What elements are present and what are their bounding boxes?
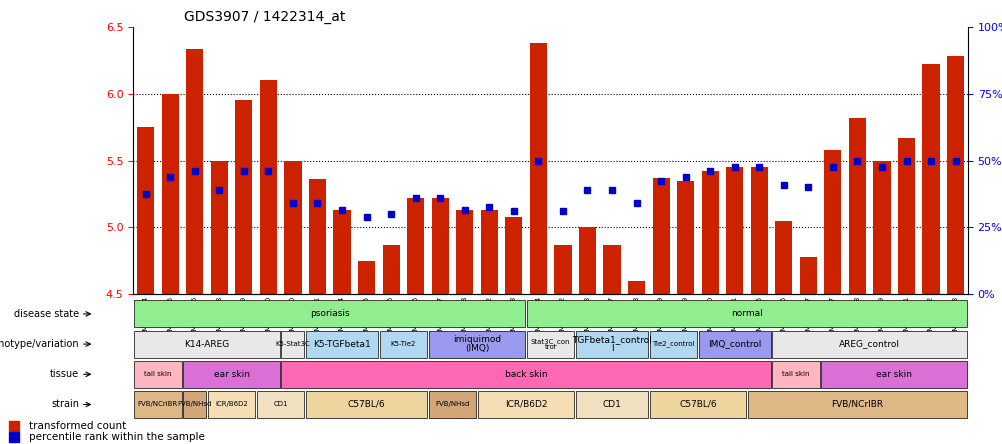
Bar	[575, 391, 647, 418]
Bar	[456, 210, 473, 294]
Text: tissue: tissue	[50, 369, 79, 379]
Bar	[775, 221, 792, 294]
Bar	[749, 167, 768, 294]
Bar	[207, 391, 256, 418]
Bar	[922, 64, 939, 294]
Bar	[257, 391, 305, 418]
Bar	[698, 330, 771, 358]
Text: CD1: CD1	[274, 401, 288, 408]
Text: FVB/NHsd: FVB/NHsd	[435, 401, 469, 408]
Bar	[306, 391, 427, 418]
Bar	[235, 100, 253, 294]
Text: FVB/NCrIBR: FVB/NCrIBR	[137, 401, 178, 408]
Bar	[526, 330, 574, 358]
Bar	[306, 330, 378, 358]
Bar	[134, 361, 181, 388]
Text: tail skin: tail skin	[144, 371, 171, 377]
Bar	[725, 167, 742, 294]
Text: FVB/NCrIBR: FVB/NCrIBR	[831, 400, 883, 409]
Bar	[161, 94, 178, 294]
Bar	[134, 330, 280, 358]
Bar	[282, 330, 305, 358]
Text: K5-TGFbeta1: K5-TGFbeta1	[313, 340, 371, 349]
Text: normal: normal	[730, 309, 763, 318]
Text: percentile rank within the sample: percentile rank within the sample	[29, 432, 204, 442]
Bar	[554, 245, 571, 294]
Bar	[700, 171, 718, 294]
Bar	[137, 127, 154, 294]
Bar	[333, 210, 351, 294]
Text: Stat3C_con
trol: Stat3C_con trol	[530, 338, 570, 350]
Bar	[897, 138, 914, 294]
Bar	[134, 391, 181, 418]
Text: IMQ_control: IMQ_control	[707, 340, 761, 349]
Text: AREG_control: AREG_control	[839, 340, 900, 349]
Bar	[848, 118, 865, 294]
Bar	[526, 300, 966, 328]
Text: TGFbeta1_control
l: TGFbeta1_control l	[571, 336, 651, 353]
Text: imiquimod
(IMQ): imiquimod (IMQ)	[453, 336, 501, 353]
Bar	[431, 198, 448, 294]
Text: psoriasis: psoriasis	[310, 309, 350, 318]
Text: FVB/NHsd: FVB/NHsd	[177, 401, 211, 408]
Bar	[505, 217, 522, 294]
Bar	[309, 179, 326, 294]
Text: C57BL/6: C57BL/6	[678, 400, 716, 409]
Bar	[529, 43, 546, 294]
Bar	[260, 80, 277, 294]
Text: tail skin: tail skin	[782, 371, 809, 377]
Bar	[824, 150, 841, 294]
Bar	[746, 391, 966, 418]
Bar	[603, 245, 620, 294]
Bar	[652, 178, 669, 294]
Text: GDS3907 / 1422314_at: GDS3907 / 1422314_at	[183, 10, 345, 24]
Bar	[772, 361, 819, 388]
Bar	[873, 161, 890, 294]
Text: C57BL/6: C57BL/6	[348, 400, 385, 409]
Text: strain: strain	[51, 400, 79, 409]
Text: ear skin: ear skin	[213, 370, 249, 379]
Text: K5-Stat3C: K5-Stat3C	[276, 341, 310, 347]
Bar	[946, 56, 963, 294]
Bar	[183, 361, 280, 388]
Text: K5-Tie2: K5-Tie2	[391, 341, 416, 347]
Bar	[676, 181, 693, 294]
Text: K14-AREG: K14-AREG	[184, 340, 229, 349]
Bar	[134, 300, 525, 328]
Text: CD1: CD1	[602, 400, 621, 409]
Bar	[282, 361, 771, 388]
Bar	[799, 257, 817, 294]
Bar	[477, 391, 574, 418]
Bar	[578, 227, 595, 294]
Bar	[772, 330, 966, 358]
Bar	[480, 210, 497, 294]
Bar	[821, 361, 966, 388]
Text: Tie2_control: Tie2_control	[651, 341, 694, 348]
Bar	[210, 161, 227, 294]
Text: genotype/variation: genotype/variation	[0, 339, 79, 349]
Text: transformed count: transformed count	[29, 421, 126, 432]
Bar	[627, 281, 644, 294]
Text: back skin: back skin	[504, 370, 547, 379]
Bar	[379, 330, 427, 358]
Text: ear skin: ear skin	[876, 370, 912, 379]
Bar	[358, 261, 375, 294]
Text: ICR/B6D2: ICR/B6D2	[504, 400, 547, 409]
Bar	[183, 391, 206, 418]
Bar	[284, 161, 302, 294]
Bar	[575, 330, 647, 358]
Bar	[382, 245, 400, 294]
Text: ICR/B6D2: ICR/B6D2	[215, 401, 247, 408]
Bar	[428, 391, 476, 418]
Bar	[649, 391, 745, 418]
Bar	[428, 330, 525, 358]
Bar	[407, 198, 424, 294]
Text: disease state: disease state	[14, 309, 79, 319]
Bar	[649, 330, 696, 358]
Bar	[186, 49, 203, 294]
